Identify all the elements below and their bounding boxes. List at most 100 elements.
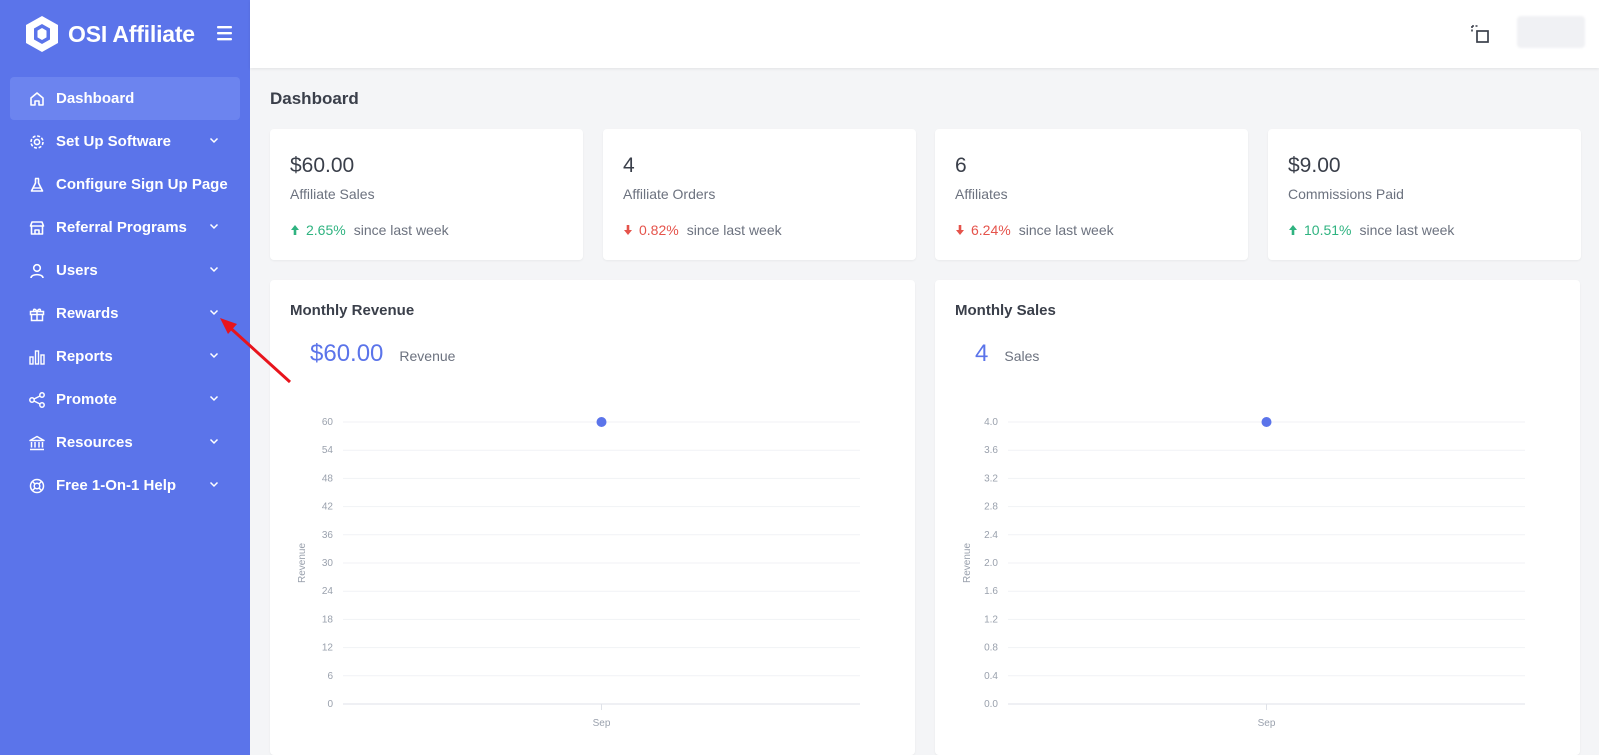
monthly-sales-chart: 0.0 0.4 0.8 1.2 1.6 2.0 2.4 2.8 3.2 3.6 4.0 Sep Reve…: [962, 417, 1525, 729]
stat-label: Affiliates: [955, 186, 1008, 202]
share-icon: [28, 391, 46, 409]
stat-label: Commissions Paid: [1288, 186, 1404, 202]
stat-change: 2.65% since last week: [290, 222, 449, 238]
stat-change-period: since last week: [1018, 222, 1114, 238]
page-title: Dashboard: [270, 89, 359, 108]
y-axis-label: Revenue: [297, 543, 308, 583]
fullscreen-icon[interactable]: [1469, 23, 1491, 45]
chevron-down-icon: [209, 352, 219, 359]
x-tick-label: Sep: [1258, 718, 1276, 729]
hamburger-menu-icon[interactable]: [214, 23, 236, 43]
sidebar-item-resources[interactable]: Resources: [10, 421, 240, 464]
sidebar-item-label: Free 1-On-1 Help: [56, 477, 177, 494]
stat-change: 0.82% since last week: [623, 222, 782, 238]
y-axis-label: Revenue: [962, 543, 973, 583]
y-tick-label: 1.6: [984, 586, 998, 597]
sidebar-item-set-up-software[interactable]: Set Up Software: [10, 120, 240, 163]
brand-name: OSI Affiliate: [68, 20, 195, 47]
y-tick-label: 4.0: [984, 417, 998, 428]
y-tick-label: 30: [322, 558, 334, 569]
sidebar-item-users[interactable]: Users: [10, 249, 240, 292]
sidebar-item-configure-sign-up-page[interactable]: Configure Sign Up Page: [10, 163, 240, 206]
chart-title: Monthly Revenue: [290, 302, 415, 319]
y-tick-label: 60: [322, 417, 334, 428]
sidebar-item-promote[interactable]: Promote: [10, 378, 240, 421]
x-tick-label: Sep: [593, 718, 611, 729]
stat-change-value: 10.51%: [1304, 222, 1352, 238]
sidebar-item-rewards[interactable]: Rewards: [10, 292, 240, 335]
y-tick-label: 0: [327, 699, 333, 710]
bank-icon: [28, 434, 46, 452]
sidebar-item-label: Configure Sign Up Page: [56, 176, 228, 193]
chevron-down-icon: [209, 438, 219, 445]
gift-icon: [28, 305, 46, 323]
hexagon-logo-icon: [26, 16, 58, 52]
chart-title: Monthly Sales: [955, 302, 1056, 319]
store-icon: [28, 219, 46, 237]
sidebar-item-label: Referral Programs: [56, 219, 187, 236]
headline-label: Sales: [1004, 348, 1040, 364]
chevron-down-icon: [209, 481, 219, 488]
stat-label: Affiliate Orders: [623, 186, 716, 202]
stat-card-commissions-paid: $9.00 Commissions Paid 10.51% since last…: [1268, 129, 1581, 260]
arrow-down-icon: [624, 225, 632, 235]
stat-label: Affiliate Sales: [290, 186, 375, 202]
y-tick-label: 3.2: [984, 473, 998, 484]
y-tick-label: 18: [322, 614, 334, 625]
stat-change: 6.24% since last week: [955, 222, 1114, 238]
headline-value: $60.00: [310, 340, 384, 367]
stat-card-affiliate-sales: $60.00 Affiliate Sales 2.65% since last …: [270, 129, 583, 260]
stat-change-period: since last week: [1359, 222, 1455, 238]
sidebar-item-label: Set Up Software: [56, 133, 172, 150]
stat-card-affiliate-orders: 4 Affiliate Orders 0.82% since last week: [603, 129, 916, 260]
y-tick-label: 2.0: [984, 558, 998, 569]
topbar: [250, 0, 1599, 68]
user-menu[interactable]: [1517, 16, 1585, 48]
y-tick-label: 42: [322, 502, 334, 513]
sidebar-item-referral-programs[interactable]: Referral Programs: [10, 206, 240, 249]
chevron-down-icon: [209, 223, 219, 230]
y-tick-label: 54: [322, 445, 334, 456]
sidebar-item-reports[interactable]: Reports: [10, 335, 240, 378]
annotation-arrow-icon: [220, 318, 292, 384]
stat-value: 6: [955, 154, 967, 177]
stat-change-period: since last week: [686, 222, 782, 238]
y-tick-label: 1.2: [984, 614, 998, 625]
sidebar-item-label: Rewards: [56, 305, 119, 322]
stat-change-value: 0.82%: [639, 222, 679, 238]
brand[interactable]: OSI Affiliate: [24, 14, 195, 54]
stat-change: 10.51% since last week: [1288, 222, 1454, 238]
arrow-up-icon: [291, 225, 299, 235]
stat-change-value: 2.65%: [306, 222, 346, 238]
y-tick-label: 48: [322, 473, 334, 484]
sidebar-item-free-help[interactable]: Free 1-On-1 Help: [10, 464, 240, 507]
y-tick-label: 6: [327, 671, 333, 682]
chevron-down-icon[interactable]: [208, 306, 220, 318]
arrow-up-icon: [1289, 225, 1297, 235]
sidebar-nav: Dashboard Set Up Software Configure Sign…: [10, 77, 240, 507]
lifebuoy-icon: [28, 477, 46, 495]
y-tick-label: 0.8: [984, 643, 998, 654]
stat-change-value: 6.24%: [971, 222, 1011, 238]
sidebar-item-label: Users: [56, 262, 98, 279]
y-tick-label: 0.4: [984, 671, 998, 682]
y-tick-label: 2.4: [984, 530, 998, 541]
data-point: [596, 417, 607, 427]
sidebar: OSI Affiliate Dashboard Set Up Software …: [0, 0, 250, 755]
sidebar-item-label: Resources: [56, 434, 133, 451]
bar-chart-icon: [28, 348, 46, 366]
headline-value: 4: [975, 340, 989, 367]
y-tick-label: 24: [322, 586, 334, 597]
y-tick-label: 0.0: [984, 699, 998, 710]
chevron-down-icon: [209, 395, 219, 402]
home-icon: [28, 90, 46, 108]
data-point: [1261, 417, 1272, 427]
chevron-down-icon: [209, 266, 219, 273]
stat-change-period: since last week: [353, 222, 449, 238]
chart-headline: 4 Sales: [975, 340, 1039, 368]
gear-icon: [28, 133, 46, 151]
sidebar-item-dashboard[interactable]: Dashboard: [10, 77, 240, 120]
stat-value: 4: [623, 154, 635, 177]
user-icon: [28, 262, 46, 280]
y-tick-label: 3.6: [984, 445, 998, 456]
